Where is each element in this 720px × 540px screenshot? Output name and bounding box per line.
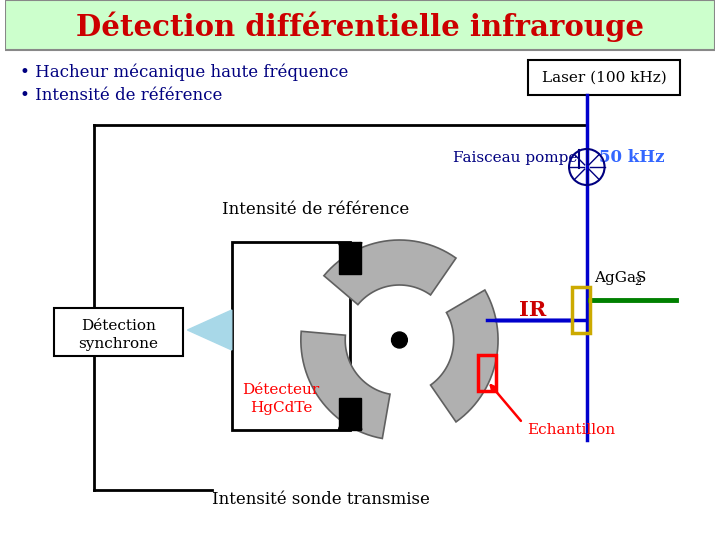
Bar <box>5 0 715 50</box>
Polygon shape <box>301 331 390 438</box>
Text: Echantillon: Echantillon <box>528 423 616 437</box>
Text: HgCdTe: HgCdTe <box>250 401 312 415</box>
Text: IR: IR <box>519 300 546 320</box>
Text: Laser (100 kHz): Laser (100 kHz) <box>541 71 667 84</box>
Circle shape <box>392 332 408 348</box>
Text: 2: 2 <box>634 277 642 287</box>
Text: • Hacheur mécanique haute fréquence: • Hacheur mécanique haute fréquence <box>19 63 348 81</box>
Text: Intensité de référence: Intensité de référence <box>222 201 409 219</box>
Text: Détection différentielle infrarouge: Détection différentielle infrarouge <box>76 12 644 42</box>
Bar <box>572 287 590 333</box>
Text: Détecteur: Détecteur <box>243 383 320 397</box>
Bar <box>54 308 182 356</box>
Text: • Intensité de référence: • Intensité de référence <box>19 87 222 105</box>
Text: 50 kHz: 50 kHz <box>598 150 664 166</box>
Bar <box>232 242 350 430</box>
Polygon shape <box>324 240 456 305</box>
Text: Détection: Détection <box>81 319 156 333</box>
Bar <box>339 398 361 430</box>
Text: AgGaS: AgGaS <box>594 271 646 285</box>
Text: Intensité sonde transmise: Intensité sonde transmise <box>212 491 430 509</box>
Bar <box>339 242 361 274</box>
Polygon shape <box>431 290 498 422</box>
Bar <box>478 355 496 391</box>
Polygon shape <box>187 310 232 350</box>
Text: synchrone: synchrone <box>78 337 158 351</box>
Text: Faisceau pompe: Faisceau pompe <box>453 151 577 165</box>
Bar <box>528 60 680 95</box>
